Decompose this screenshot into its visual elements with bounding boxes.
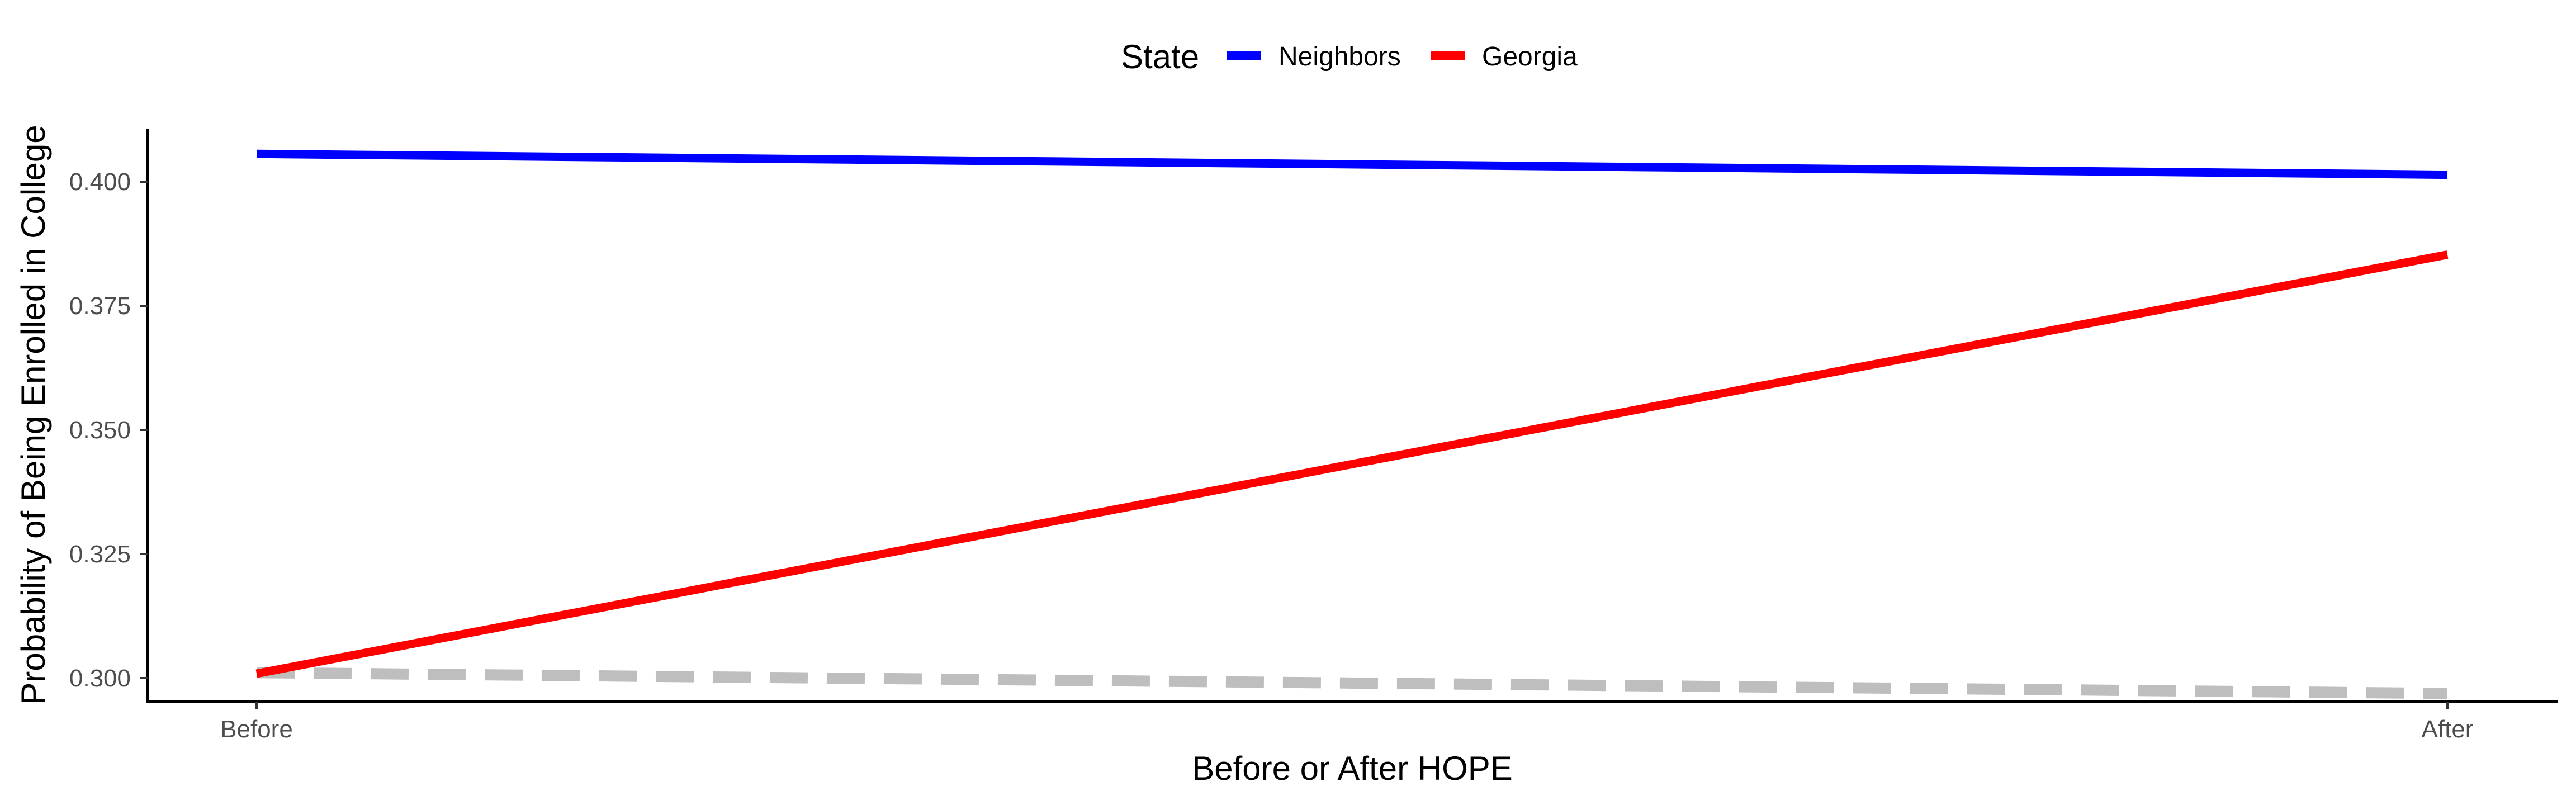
legend-label-neighbors: Neighbors [1278,42,1401,72]
x-axis-title: Before or After HOPE [1192,750,1513,787]
legend-title: State [1121,38,1199,75]
y-axis-ticks: 0.300 0.325 0.350 0.375 0.400 [69,168,148,692]
series-line-georgia [255,250,2449,678]
x-tick-label-after: After [2422,716,2474,743]
y-tick-label: 0.375 [69,292,131,320]
y-tick-label: 0.400 [69,168,131,196]
y-axis-title: Probability of Being Enrolled in College [15,125,52,704]
series-layer [255,149,2449,699]
series-line-reference-dashed [256,667,2448,699]
legend: State Neighbors Georgia [1121,38,1578,75]
y-tick-label: 0.300 [69,665,131,692]
y-tick-label: 0.350 [69,416,131,444]
legend-label-georgia: Georgia [1482,42,1578,72]
x-axis-ticks: Before After [220,702,2473,743]
y-tick-label: 0.325 [69,541,131,568]
series-line-neighbors [256,149,2448,179]
x-tick-label-before: Before [220,716,293,743]
